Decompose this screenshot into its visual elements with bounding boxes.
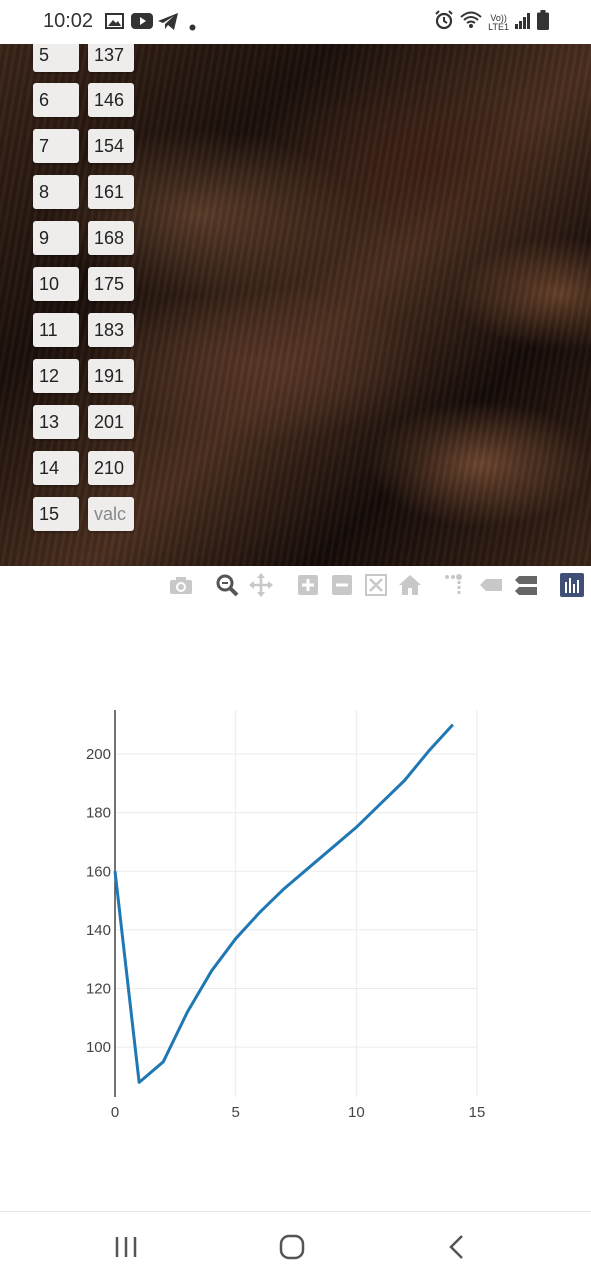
index-cell-7[interactable]: 7 bbox=[33, 129, 79, 163]
camera-background: 5 137 6 146 7 154 8 161 9 168 10 175 11 … bbox=[0, 44, 591, 566]
value-cell-5[interactable]: 137 bbox=[88, 44, 134, 72]
telegram-icon bbox=[158, 13, 178, 35]
wifi-icon bbox=[460, 11, 482, 34]
index-cell-9[interactable]: 9 bbox=[33, 221, 79, 255]
y-tick-label: 160 bbox=[86, 863, 111, 880]
index-cell-12[interactable]: 12 bbox=[33, 359, 79, 393]
y-tick-label: 120 bbox=[86, 981, 111, 998]
volte-icon: Vo)) LTE1 bbox=[488, 14, 509, 32]
value-input-15[interactable]: valc bbox=[88, 497, 134, 531]
alarm-icon bbox=[434, 10, 454, 35]
chart-svg[interactable]: 100 120 140 160 180 200 0 5 10 15 bbox=[0, 640, 591, 1160]
spike-lines-icon[interactable] bbox=[443, 572, 469, 598]
value-cell-10[interactable]: 175 bbox=[88, 267, 134, 301]
hover-compare-icon[interactable] bbox=[513, 572, 539, 598]
index-cell-8[interactable]: 8 bbox=[33, 175, 79, 209]
status-bar: 10:02 Vo)) LTE1 bbox=[0, 0, 591, 44]
autoscale-icon[interactable] bbox=[363, 572, 389, 598]
recents-icon[interactable] bbox=[109, 1232, 145, 1262]
home-icon[interactable] bbox=[397, 572, 423, 598]
x-tick-label: 10 bbox=[348, 1104, 365, 1121]
x-tick-label: 0 bbox=[111, 1104, 119, 1121]
index-cell-11[interactable]: 11 bbox=[33, 313, 79, 347]
value-cell-11[interactable]: 183 bbox=[88, 313, 134, 347]
y-tick-label: 180 bbox=[86, 805, 111, 822]
battery-icon bbox=[537, 10, 549, 35]
plotly-logo-icon[interactable] bbox=[559, 572, 585, 598]
value-cell-6[interactable]: 146 bbox=[88, 83, 134, 117]
index-cell-13[interactable]: 13 bbox=[33, 405, 79, 439]
index-cell-10[interactable]: 10 bbox=[33, 267, 79, 301]
series-line bbox=[115, 725, 453, 1083]
pan-icon[interactable] bbox=[248, 572, 274, 598]
value-cell-12[interactable]: 191 bbox=[88, 359, 134, 393]
navigation-bar bbox=[0, 1211, 591, 1281]
status-time: 10:02 bbox=[43, 10, 93, 33]
value-cell-8[interactable]: 161 bbox=[88, 175, 134, 209]
x-tick-label: 15 bbox=[469, 1104, 486, 1121]
y-tick-label: 100 bbox=[86, 1039, 111, 1056]
zoom-out-icon[interactable] bbox=[329, 572, 355, 598]
back-icon[interactable] bbox=[440, 1232, 476, 1262]
x-tick-label: 5 bbox=[231, 1104, 239, 1121]
dot-icon bbox=[189, 18, 196, 36]
gallery-icon bbox=[105, 13, 124, 34]
index-cell-6[interactable]: 6 bbox=[33, 83, 79, 117]
lte-label: LTE1 bbox=[488, 23, 509, 32]
camera-icon[interactable] bbox=[168, 572, 194, 598]
zoom-icon[interactable] bbox=[214, 572, 240, 598]
zoom-in-icon[interactable] bbox=[295, 572, 321, 598]
signal-icon bbox=[515, 11, 531, 34]
value-cell-13[interactable]: 201 bbox=[88, 405, 134, 439]
y-tick-label: 140 bbox=[86, 922, 111, 939]
line-chart[interactable]: 100 120 140 160 180 200 0 5 10 15 bbox=[0, 640, 591, 1160]
value-cell-14[interactable]: 210 bbox=[88, 451, 134, 485]
value-cell-7[interactable]: 154 bbox=[88, 129, 134, 163]
hover-closest-icon[interactable] bbox=[478, 572, 504, 598]
y-tick-label: 200 bbox=[86, 746, 111, 763]
home-icon[interactable] bbox=[274, 1232, 310, 1262]
index-cell-15[interactable]: 15 bbox=[33, 497, 79, 531]
index-cell-14[interactable]: 14 bbox=[33, 451, 79, 485]
youtube-icon bbox=[131, 13, 153, 34]
chart-modebar bbox=[0, 566, 591, 606]
index-cell-5[interactable]: 5 bbox=[33, 44, 79, 72]
value-cell-9[interactable]: 168 bbox=[88, 221, 134, 255]
